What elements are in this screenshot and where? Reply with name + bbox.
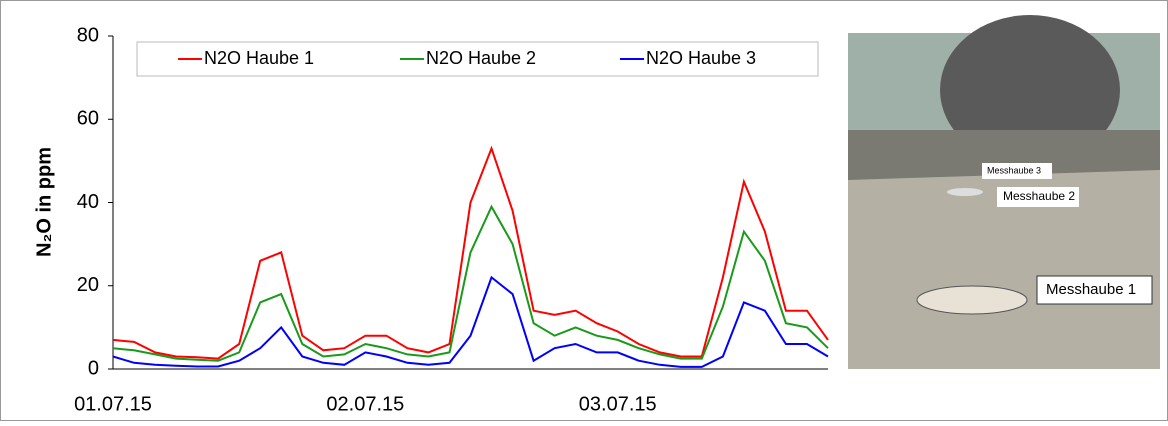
legend-label: N2O Haube 1 — [204, 48, 314, 68]
photo-hood — [917, 286, 1027, 314]
x-tick-label: 03.07.15 — [579, 393, 657, 415]
legend-label: N2O Haube 3 — [646, 48, 756, 68]
x-tick-label: 01.07.15 — [74, 393, 152, 415]
photo-label: Messhaube 1 — [1046, 281, 1136, 298]
y-tick-label: 60 — [77, 108, 99, 130]
x-tick-label: 02.07.15 — [326, 393, 404, 415]
photo-label: Messhaube 2 — [1003, 189, 1075, 203]
y-tick-label: 80 — [77, 24, 99, 46]
y-tick-label: 0 — [88, 357, 99, 379]
y-axis-label: N₂O in ppm — [33, 147, 55, 257]
figure: N₂O in ppm Messhaube 3 Messhaube 2 Messh… — [0, 0, 1168, 421]
legend-label: N2O Haube 2 — [426, 48, 536, 68]
y-tick-label: 40 — [77, 191, 99, 213]
photo-label: Messhaube 3 — [987, 165, 1041, 175]
photo-hood — [947, 188, 983, 196]
y-tick-label: 20 — [77, 274, 99, 296]
